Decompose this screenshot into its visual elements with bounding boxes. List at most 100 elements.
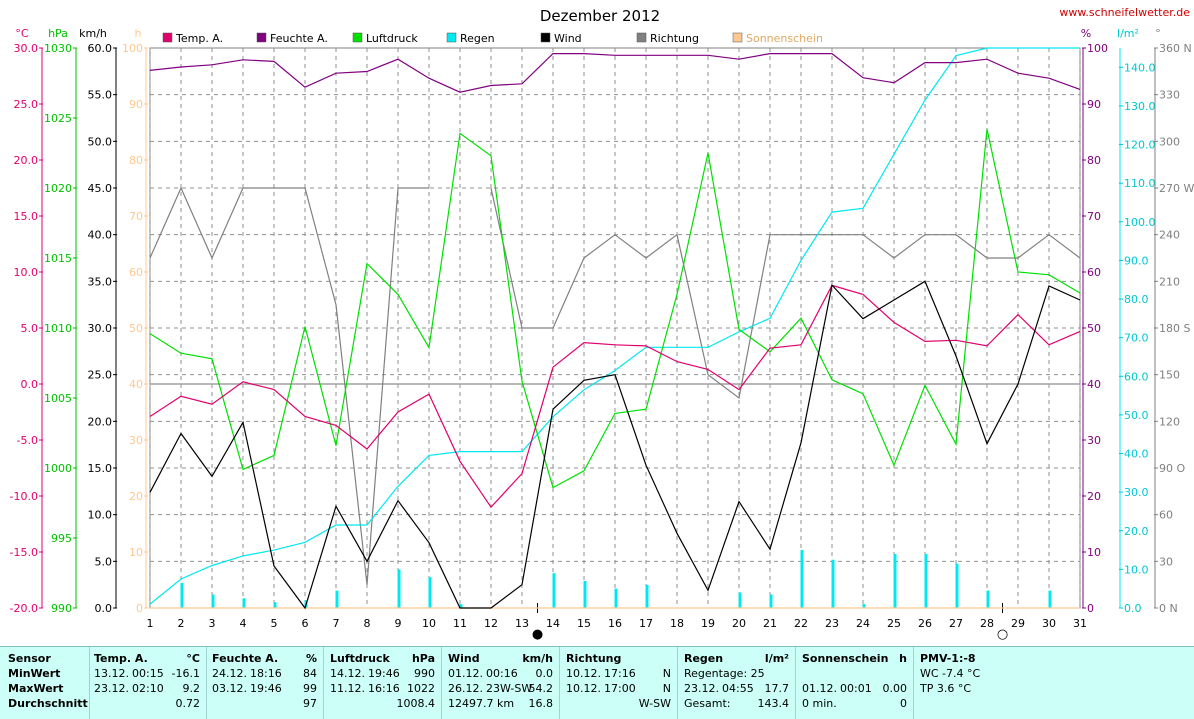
axis-tick-label: 40 bbox=[129, 378, 143, 391]
x-tick-label: 27 bbox=[949, 617, 963, 630]
humidity-avg-value: 97 bbox=[303, 697, 317, 710]
summary-pmv: PMV-1:-8 WC -7.4 °C TP 3.6 °C bbox=[920, 652, 1120, 718]
wind-min-time: 00:16 bbox=[486, 667, 518, 680]
axis-tick-label: 990 bbox=[51, 602, 72, 615]
axis-tick-label: 5.0 bbox=[95, 555, 113, 568]
axis-tick-label: 70.0 bbox=[1124, 332, 1149, 345]
axis-tick-label: 70 bbox=[129, 210, 143, 223]
legend-label: Feuchte A. bbox=[270, 32, 328, 45]
wind-min-date: 01.12. bbox=[448, 667, 483, 680]
axis-tick-label: 100 bbox=[1087, 42, 1108, 55]
temp-unit: °C bbox=[186, 652, 200, 665]
sensor-header: Sensor bbox=[8, 652, 51, 665]
grid bbox=[149, 47, 1081, 609]
direction-min-date: 10.12. bbox=[566, 667, 601, 680]
axis-tick-label: 20 bbox=[129, 490, 143, 503]
x-tick-label: 23 bbox=[825, 617, 839, 630]
axis-tick-label: 1020 bbox=[44, 182, 72, 195]
sun-unit: h bbox=[899, 652, 907, 665]
series-line-feuchtea bbox=[149, 53, 1081, 93]
temp-max-value: 9.2 bbox=[182, 682, 201, 695]
legend: Temp. A. Feuchte A. Luftdruck Regen Wind Rich… bbox=[162, 32, 823, 45]
summary-temp: Temp. A. °C 13.12. 00:15 -16.1 23.12. 02… bbox=[94, 652, 200, 718]
axis-tick-label: 270 W bbox=[1159, 182, 1194, 195]
moon-phase-marker: ● bbox=[532, 627, 543, 642]
axis-tick-label: 140.0 bbox=[1124, 61, 1156, 74]
legend-label: Luftdruck bbox=[366, 32, 418, 45]
summary-sensor: Sensor MinWert MaxWert Durchschnitt bbox=[8, 652, 88, 718]
x-tick-label: 9 bbox=[395, 617, 402, 630]
wind-header: Wind bbox=[448, 652, 480, 665]
temp-min-value: -16.1 bbox=[171, 667, 200, 680]
legend-swatch bbox=[540, 32, 551, 43]
humidity-max-time: 19:46 bbox=[250, 682, 282, 695]
summary-humidity: Feuchte A. % 24.12. 18:16 84 03.12. 19:4… bbox=[212, 652, 317, 718]
humidity-header: Feuchte A. bbox=[212, 652, 279, 665]
axis-tick-label: 995 bbox=[51, 532, 72, 545]
x-tick-label: 26 bbox=[918, 617, 932, 630]
x-tick-label: 8 bbox=[364, 617, 371, 630]
axis-tick-label: 1015 bbox=[44, 252, 72, 265]
wind-min-value: 0.0 bbox=[535, 667, 554, 680]
legend-swatch bbox=[732, 32, 743, 43]
axis-tick-label: 25.0 bbox=[14, 98, 39, 111]
axis-tick-label: 15.0 bbox=[14, 210, 39, 223]
sun-duration-label: 0 min. bbox=[802, 697, 837, 710]
x-tick-label: 6 bbox=[302, 617, 309, 630]
axis-tick-label: 210 bbox=[1159, 275, 1180, 288]
axis-tick-label: 15.0 bbox=[88, 462, 113, 475]
series-line-richtung bbox=[149, 186, 1081, 585]
axis-tick-label: 100.0 bbox=[1124, 216, 1156, 229]
x-tick-label: 14 bbox=[546, 617, 560, 630]
wind-max-time: 23W-SW bbox=[486, 682, 533, 695]
series-line-luftdruck bbox=[149, 129, 1081, 489]
x-tick-label: 20 bbox=[732, 617, 746, 630]
summary-wind: Wind km/h 01.12. 00:16 0.0 26.12. 23W-SW… bbox=[448, 652, 553, 718]
axis-tick-label: 30.0 bbox=[14, 42, 39, 55]
axis-tick-label: 0 bbox=[136, 602, 143, 615]
legend-swatch bbox=[352, 32, 363, 43]
x-tick-label: 11 bbox=[453, 617, 467, 630]
axis-tick-label: 10.0 bbox=[14, 266, 39, 279]
axis-tick-label: 60.0 bbox=[1124, 370, 1149, 383]
legend-label: Regen bbox=[460, 32, 495, 45]
summary-sun: Sonnenschein h 01.12. 00:01 0.00 0 min. … bbox=[802, 652, 907, 718]
axis-tick-label: 120 bbox=[1159, 415, 1180, 428]
x-tick-label: 19 bbox=[701, 617, 715, 630]
axis-tick-label: 330 bbox=[1159, 89, 1180, 102]
site-link[interactable]: www.schneifelwetter.de bbox=[1059, 6, 1190, 19]
sun-min-time: 00:01 bbox=[840, 682, 872, 695]
x-tick-label: 22 bbox=[794, 617, 808, 630]
x-tick-label: 21 bbox=[763, 617, 777, 630]
pressure-min-date: 14.12. bbox=[330, 667, 365, 680]
unit-wind: km/h bbox=[79, 27, 107, 40]
rain-header: Regen bbox=[684, 652, 724, 665]
axis-tick-label: 90 bbox=[1087, 98, 1101, 111]
axis-tick-label: 300 bbox=[1159, 135, 1180, 148]
pressure-min-time: 19:46 bbox=[368, 667, 400, 680]
axis-tick-label: 0 N bbox=[1159, 602, 1178, 615]
row-avg-label: Durchschnitt bbox=[8, 697, 88, 710]
axis-tick-label: 30 bbox=[129, 434, 143, 447]
pressure-unit: hPa bbox=[411, 652, 435, 665]
axis-tick-label: 30 bbox=[1087, 434, 1101, 447]
humidity-unit: % bbox=[305, 652, 317, 665]
x-tick-label: 7 bbox=[333, 617, 340, 630]
wind-distance: 12497.7 km bbox=[448, 697, 515, 710]
axis-tick-label: 40 bbox=[1087, 378, 1101, 391]
humidity-min-value: 84 bbox=[303, 667, 317, 680]
axis-tick-label: 1030 bbox=[44, 42, 72, 55]
pmv-dewpoint: TP 3.6 °C bbox=[920, 682, 972, 695]
humidity-min-time: 18:16 bbox=[250, 667, 282, 680]
x-tick-label: 1 bbox=[147, 617, 154, 630]
x-tick-label: 2 bbox=[178, 617, 185, 630]
axis-tick-label: 10.0 bbox=[1124, 563, 1149, 576]
unit-rain: l/m² bbox=[1117, 27, 1139, 40]
axis-tick-label: 20.0 bbox=[1124, 525, 1149, 538]
legend-label: Richtung bbox=[650, 32, 699, 45]
x-tick-label: 18 bbox=[670, 617, 684, 630]
temp-max-time: 02:10 bbox=[132, 682, 164, 695]
axis-tick-label: 30 bbox=[1159, 555, 1173, 568]
summary-rain: Regen l/m² Regentage: 25 23.12. 04:55 17… bbox=[684, 652, 789, 718]
axis-tick-label: 30.0 bbox=[1124, 486, 1149, 499]
